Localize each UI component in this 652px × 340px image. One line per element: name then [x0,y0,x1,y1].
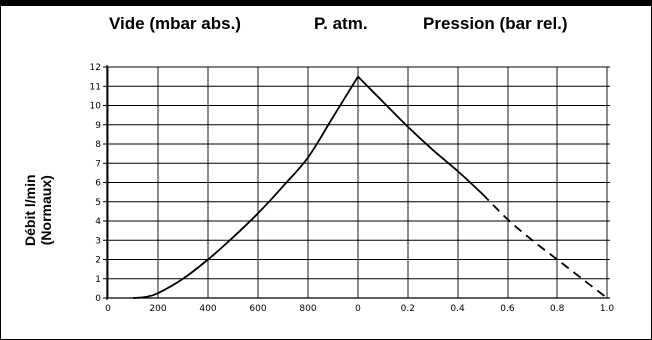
y-tick-label: 4 [95,217,101,227]
pressure-flow-curve [357,75,484,195]
top-border-bar [1,1,651,6]
y-tick-label: 12 [90,63,101,73]
x-tick-label-pressure: 0.6 [500,304,515,314]
y-tick-label: 8 [95,140,101,150]
pressure-flow-curve-dashed [481,193,608,299]
y-tick-label: 9 [95,121,101,131]
x-tick-label-pressure: 0.8 [550,304,565,314]
y-tick-label: 3 [95,236,101,246]
x-tick-label-vacuum: 800 [299,304,316,314]
y-tick-label: 1 [95,275,101,285]
x-tick-label-pressure: 0.2 [401,304,415,314]
x-tick-label-pressure: 0.4 [450,304,465,314]
y-tick-label: 0 [95,294,101,304]
vacuum-axis-title: Vide (mbar abs.) [109,14,241,33]
x-tick-label-vacuum: 200 [149,304,166,314]
y-tick-label: 5 [95,198,101,208]
vacuum-flow-curve [132,76,359,299]
x-tick-label-vacuum: 0 [105,304,111,314]
x-tick-label-vacuum: 400 [199,304,216,314]
x-tick-label-vacuum: 0 [355,304,361,314]
y-tick-label: 2 [95,256,101,266]
pressure-axis-title: Pression (bar rel.) [423,14,568,33]
x-tick-label-pressure: 1.0 [600,304,615,314]
y-tick-label: 7 [95,159,101,169]
y-tick-label: 11 [90,82,101,92]
x-tick-label-vacuum: 600 [249,304,266,314]
atmospheric-pressure-title: P. atm. [314,14,368,33]
y-tick-label: 6 [95,179,101,189]
y-tick-label: 10 [90,102,102,112]
